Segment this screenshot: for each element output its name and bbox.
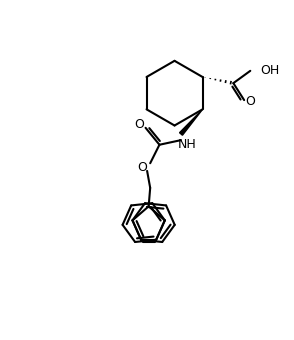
Text: NH: NH: [178, 138, 196, 151]
Text: O: O: [245, 95, 255, 108]
Text: O: O: [138, 162, 147, 174]
Text: OH: OH: [260, 64, 280, 77]
Text: O: O: [134, 118, 144, 131]
Polygon shape: [180, 109, 203, 135]
